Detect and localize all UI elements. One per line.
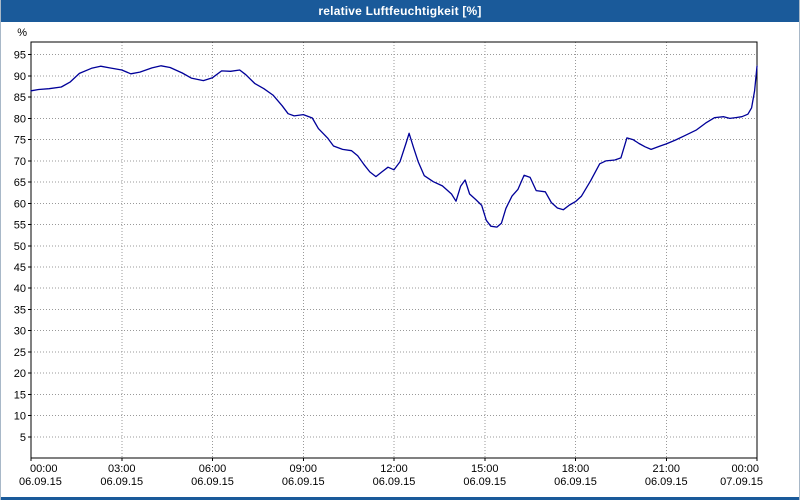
y-tick-label: 5	[20, 432, 26, 444]
y-tick-label: 60	[14, 198, 26, 210]
x-tick-time-label: 09:00	[289, 463, 317, 475]
x-tick-time-label: 21:00	[652, 463, 680, 475]
chart-title: relative Luftfeuchtigkeit [%]	[318, 4, 482, 18]
y-tick-label: 40	[14, 283, 26, 295]
y-tick-label: 95	[14, 50, 26, 62]
x-tick-time-label: 15:00	[471, 463, 499, 475]
y-tick-label: 20	[14, 368, 26, 380]
x-tick-date-label: 06.09.15	[645, 476, 688, 488]
x-tick-time-label: 00:00	[731, 463, 759, 475]
x-tick-date-label: 06.09.15	[19, 476, 62, 488]
bottom-bar	[1, 497, 799, 500]
humidity-series-line	[30, 65, 758, 228]
chart-area: 5 10 15 20 25 30 35 40 45 50 55 60 65 70 75 80 85 90 95 00:…	[1, 22, 799, 497]
y-tick-label: 25	[14, 347, 26, 359]
y-tick-label: 65	[14, 177, 26, 189]
chart-title-bar: relative Luftfeuchtigkeit [%]	[1, 0, 799, 22]
x-tick-date-label: 06.09.15	[463, 476, 506, 488]
y-tick-label: 75	[14, 135, 26, 147]
y-tick-label: 80	[14, 113, 26, 125]
y-tick-label: 35	[14, 304, 26, 316]
plot-border	[30, 41, 758, 459]
humidity-line-chart: 5 10 15 20 25 30 35 40 45 50 55 60 65 70 75 80 85 90 95 00:…	[14, 27, 763, 488]
y-tick-label: 85	[14, 92, 26, 104]
y-tick-label: 70	[14, 156, 26, 168]
x-tick-date-label: 06.09.15	[554, 476, 597, 488]
x-tick-time-label: 03:00	[108, 463, 136, 475]
y-tick-label: 45	[14, 262, 26, 274]
x-tick-date-label: 06.09.15	[282, 476, 325, 488]
x-tick-time-label: 18:00	[562, 463, 590, 475]
y-tick-label: 10	[14, 411, 26, 423]
x-tick-date-label: 06.09.15	[191, 476, 234, 488]
x-tick-time-label: 00:00	[30, 463, 58, 475]
x-tick-date-label: 06.09.15	[373, 476, 416, 488]
x-tick-date-label: 06.09.15	[100, 476, 143, 488]
y-tick-label: 90	[14, 71, 26, 83]
y-tick-label: 55	[14, 220, 26, 232]
y-tick-label: 15	[14, 389, 26, 401]
y-tick-label: 50	[14, 241, 26, 253]
x-tick-date-label: 07.09.15	[720, 476, 763, 488]
y-tick-label: 30	[14, 326, 26, 338]
x-tick-time-label: 06:00	[199, 463, 227, 475]
y-axis-unit-label: %	[17, 27, 27, 39]
x-tick-time-label: 12:00	[380, 463, 408, 475]
